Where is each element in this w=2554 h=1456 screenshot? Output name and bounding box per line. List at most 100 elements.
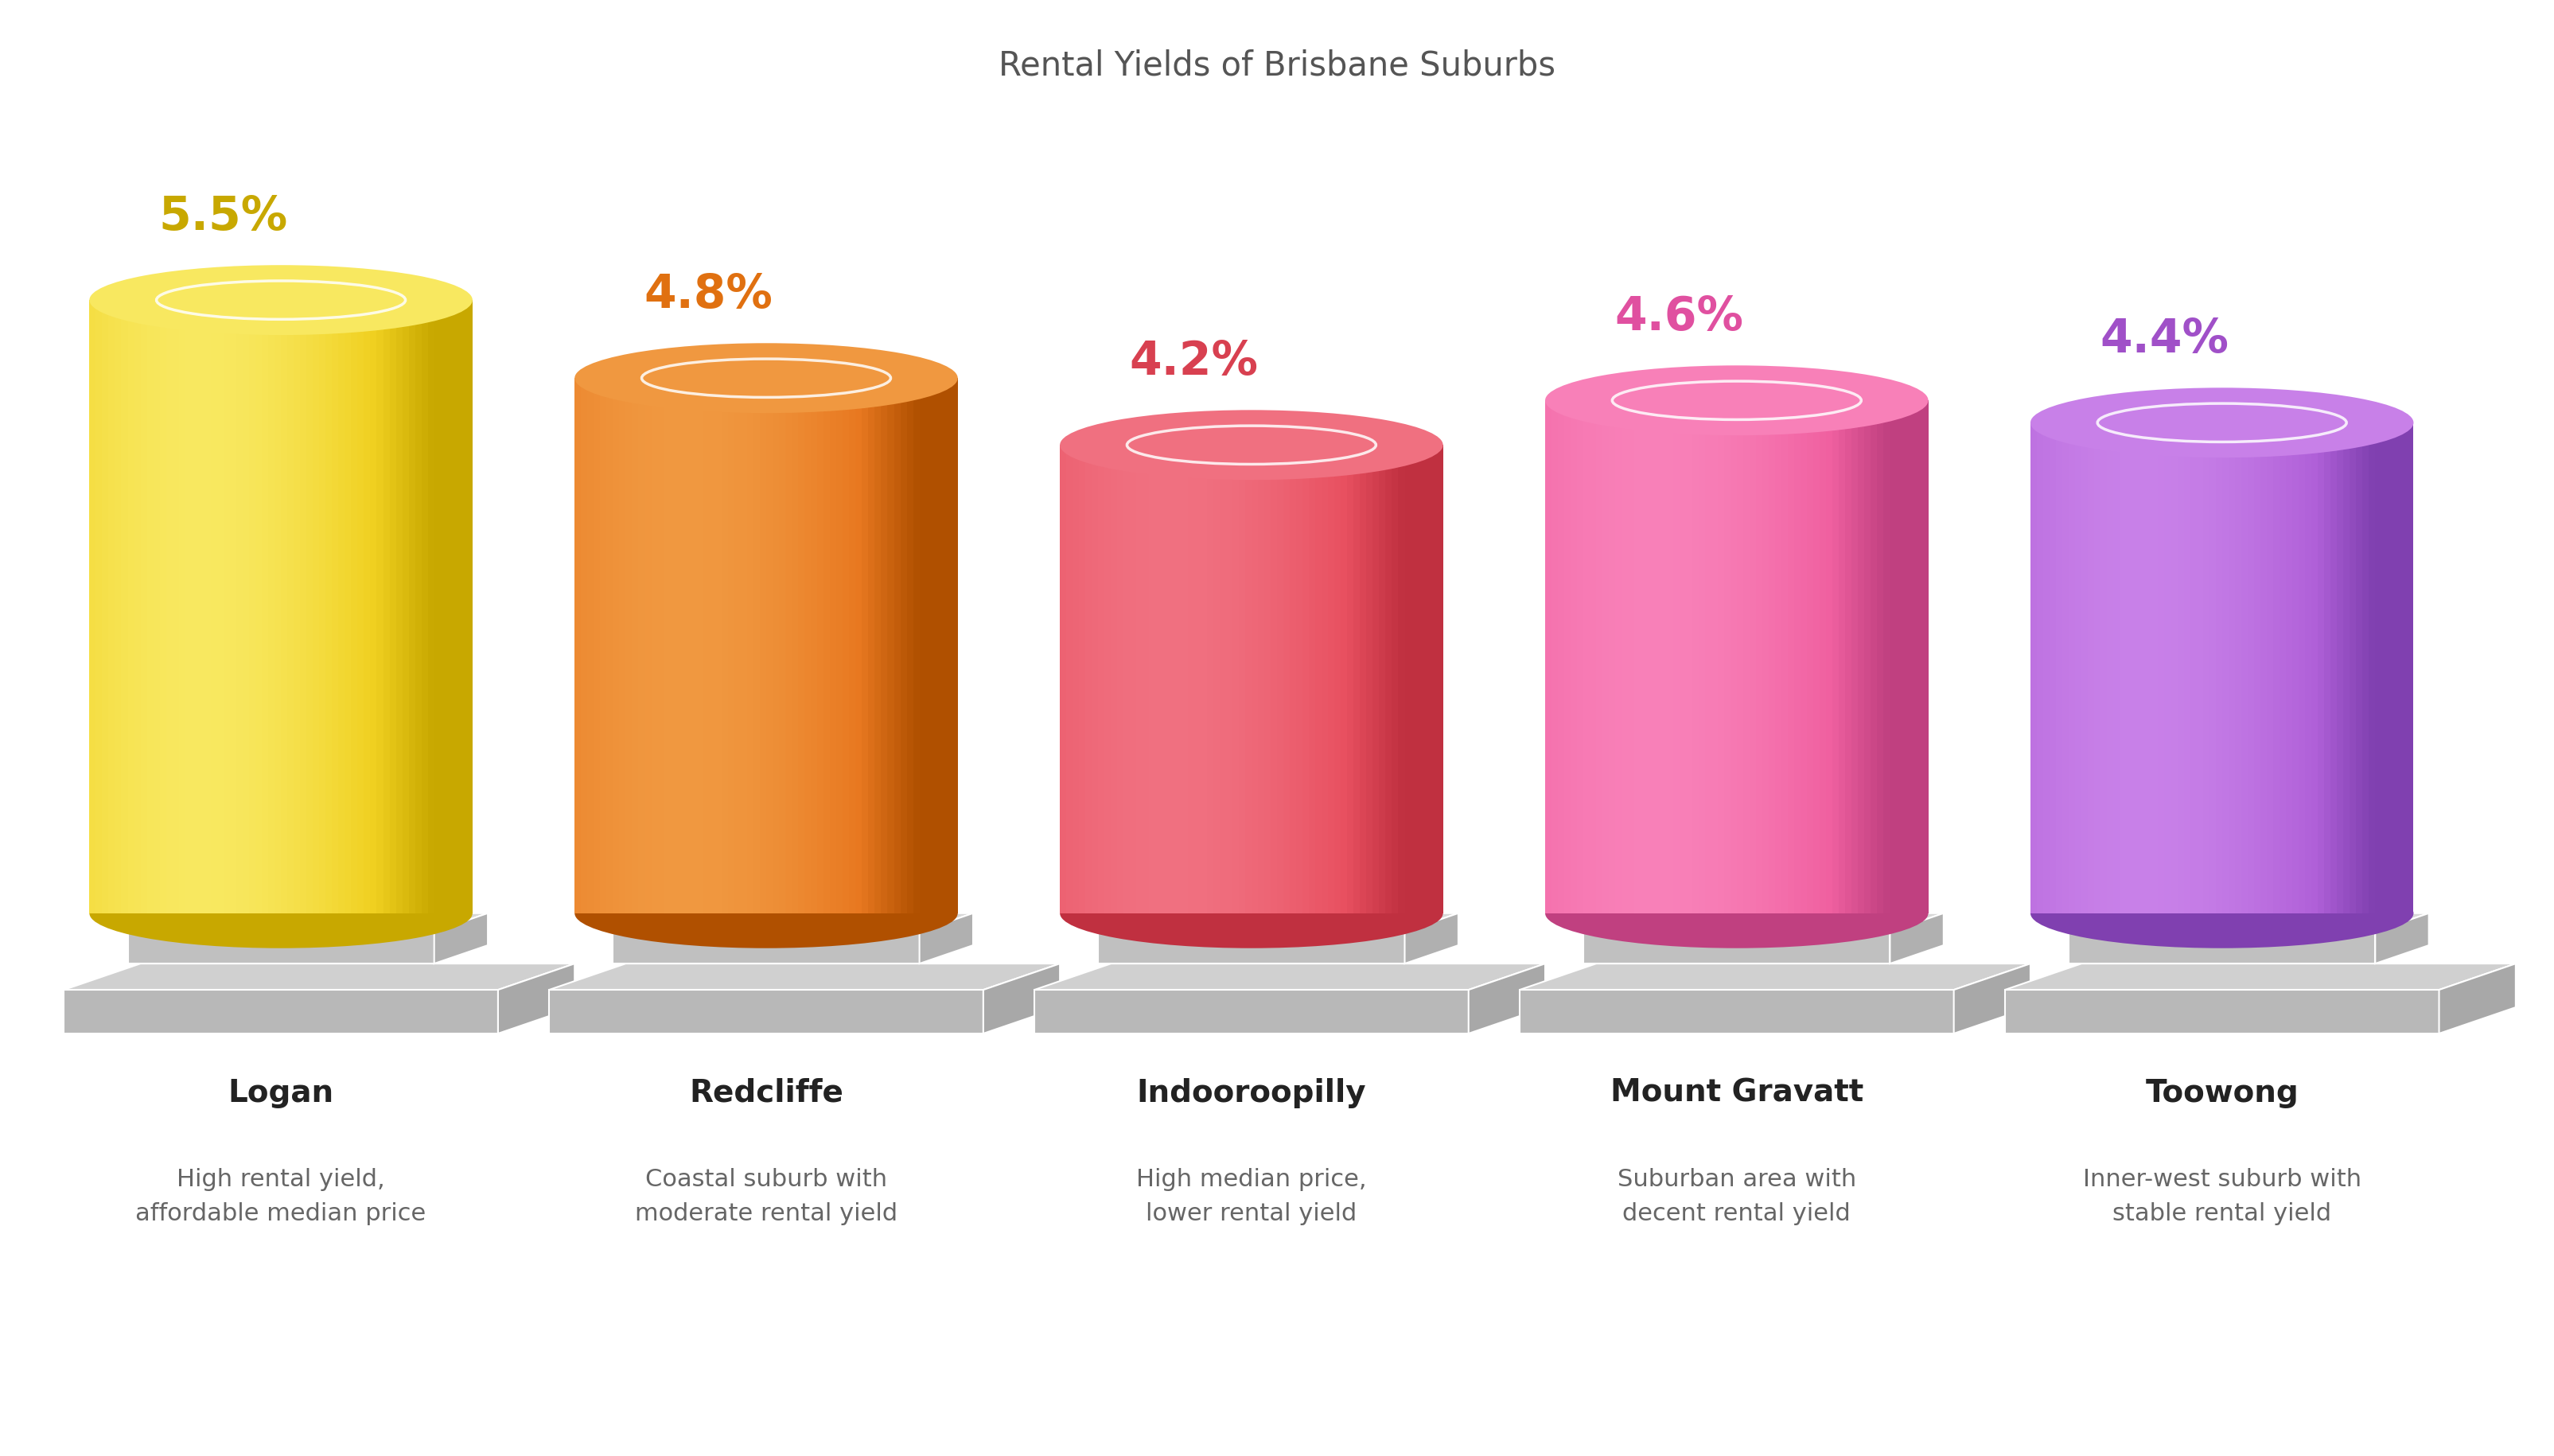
Polygon shape [427,301,434,913]
Ellipse shape [2030,389,2414,459]
Polygon shape [1737,400,1744,913]
Polygon shape [358,301,365,913]
Polygon shape [2217,424,2222,913]
Polygon shape [2439,964,2516,1034]
Polygon shape [914,379,919,913]
Polygon shape [2005,990,2439,1034]
Polygon shape [1749,400,1757,913]
Polygon shape [600,379,608,913]
Polygon shape [1246,446,1251,913]
Polygon shape [2248,424,2255,913]
Polygon shape [1257,446,1264,913]
Polygon shape [2255,424,2260,913]
Polygon shape [2127,424,2133,913]
Polygon shape [1724,400,1732,913]
Polygon shape [2375,424,2383,913]
Polygon shape [2153,424,2158,913]
Polygon shape [894,379,899,913]
Polygon shape [225,301,230,913]
Polygon shape [1328,446,1333,913]
Text: Mount Gravatt: Mount Gravatt [1609,1077,1864,1108]
Polygon shape [286,301,294,913]
Polygon shape [115,301,123,913]
Polygon shape [2038,424,2043,913]
Polygon shape [1668,400,1673,913]
Polygon shape [434,913,488,964]
Polygon shape [2299,424,2306,913]
Polygon shape [2171,424,2176,913]
Ellipse shape [89,878,472,948]
Polygon shape [1583,932,1890,964]
Polygon shape [1872,400,1877,913]
Polygon shape [1808,400,1813,913]
Polygon shape [1890,913,1944,964]
Polygon shape [97,301,102,913]
Polygon shape [135,301,140,913]
Polygon shape [2140,424,2145,913]
Polygon shape [720,379,728,913]
Text: 5.5%: 5.5% [158,194,289,240]
Polygon shape [1839,400,1847,913]
Polygon shape [174,301,179,913]
Polygon shape [638,379,644,913]
Polygon shape [2350,424,2357,913]
Polygon shape [1520,990,1954,1034]
Polygon shape [1903,400,1910,913]
Polygon shape [1359,446,1366,913]
Polygon shape [613,379,618,913]
Polygon shape [421,301,429,913]
Polygon shape [255,301,263,913]
Polygon shape [1400,446,1405,913]
Polygon shape [2375,913,2429,964]
Polygon shape [1923,400,1928,913]
Polygon shape [2260,424,2268,913]
Polygon shape [455,301,460,913]
Polygon shape [209,301,217,913]
Polygon shape [631,379,638,913]
Polygon shape [383,301,391,913]
Polygon shape [1788,400,1795,913]
Polygon shape [2145,424,2153,913]
Polygon shape [370,301,378,913]
Polygon shape [825,379,830,913]
Polygon shape [1315,446,1323,913]
Polygon shape [2043,424,2051,913]
Polygon shape [1617,400,1622,913]
Polygon shape [919,379,925,913]
Polygon shape [707,379,715,913]
Polygon shape [268,301,276,913]
Text: Inner-west suburb with
stable rental yield: Inner-west suburb with stable rental yie… [2082,1168,2362,1224]
Polygon shape [1545,400,1553,913]
Polygon shape [498,964,575,1034]
Polygon shape [1106,446,1111,913]
Polygon shape [1890,400,1898,913]
Polygon shape [618,379,626,913]
Polygon shape [1405,446,1410,913]
Polygon shape [1111,446,1119,913]
Polygon shape [1826,400,1834,913]
Polygon shape [1384,446,1392,913]
Polygon shape [2388,424,2396,913]
Polygon shape [1149,446,1154,913]
Polygon shape [128,301,135,913]
Polygon shape [702,379,707,913]
Text: 4.6%: 4.6% [1614,294,1744,339]
Polygon shape [1098,932,1405,964]
Polygon shape [1775,400,1783,913]
Polygon shape [1583,400,1589,913]
Polygon shape [932,379,940,913]
Polygon shape [2099,424,2107,913]
Polygon shape [2306,424,2311,913]
Polygon shape [1226,446,1234,913]
Polygon shape [301,301,306,913]
Polygon shape [937,379,945,913]
Polygon shape [1093,446,1098,913]
Polygon shape [1417,446,1425,913]
Polygon shape [863,379,868,913]
Polygon shape [728,379,736,913]
Polygon shape [2396,424,2401,913]
Polygon shape [805,379,812,913]
Polygon shape [1303,446,1308,913]
Polygon shape [690,379,695,913]
Polygon shape [1410,446,1417,913]
